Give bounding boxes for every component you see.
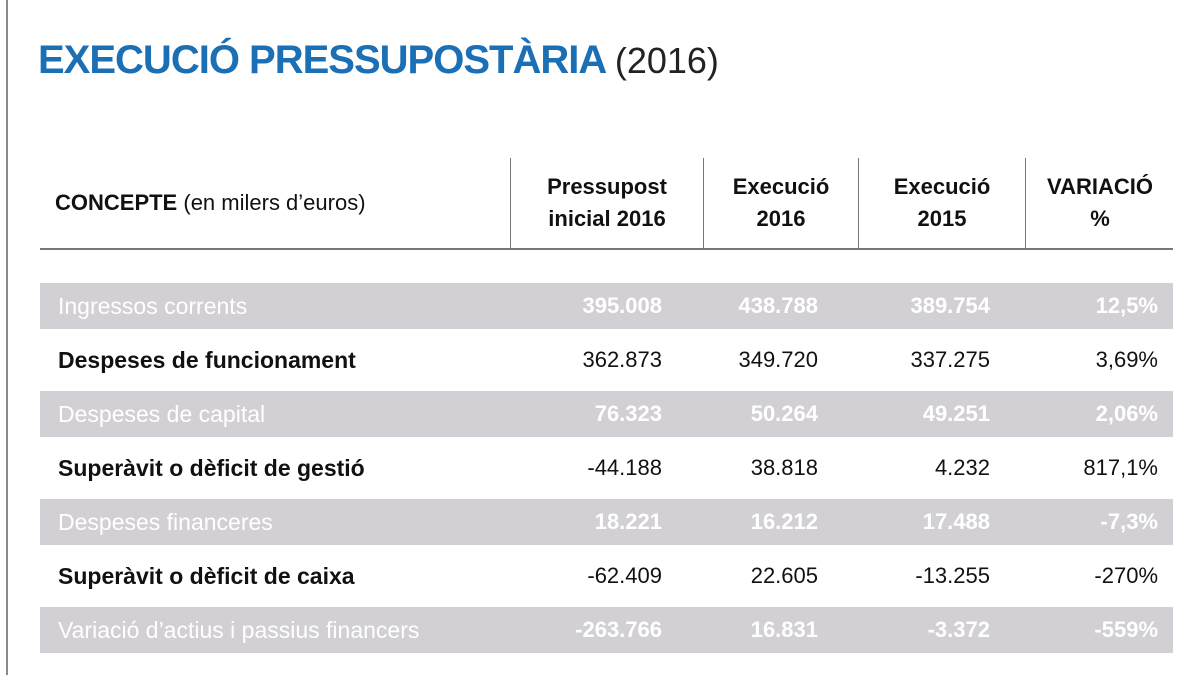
row-value: 50.264 <box>750 401 818 426</box>
row-value: 395.008 <box>582 293 662 318</box>
page-title: EXECUCIÓ PRESSUPOSTÀRIA (2016) <box>38 38 719 83</box>
header-line: 2016 <box>756 206 806 231</box>
row-label: Despeses financeres <box>58 509 273 535</box>
row-value: 2,06% <box>1095 401 1158 426</box>
row-value: 12,5% <box>1095 293 1158 318</box>
row-value: -13.255 <box>915 563 990 588</box>
row-label: Superàvit o dèficit de gestió <box>58 455 365 481</box>
title-year: (2016) <box>614 40 719 81</box>
row-value: 4.232 <box>934 455 990 480</box>
row-value: -62.409 <box>587 563 662 588</box>
row-value: -263.766 <box>575 617 662 642</box>
header-line: Execució <box>893 174 991 199</box>
header-rule <box>40 248 1173 250</box>
table-row: Despeses financeres 18.221 16.212 17.488 -7,… <box>40 499 1173 545</box>
row-label: Despeses de capital <box>58 401 266 427</box>
table-row: Superàvit o dèficit de caixa -62.409 22.60… <box>40 553 1173 599</box>
table-row: Ingressos corrents 395.008 438.788 389.754 1… <box>40 283 1173 329</box>
header-line: VARIACIÓ <box>1047 174 1153 199</box>
header-line: Execució <box>732 174 830 199</box>
header-concept-label: CONCEPTE <box>55 190 178 215</box>
column-divider <box>510 158 511 249</box>
row-value: 76.323 <box>594 401 662 426</box>
header-line: 2015 <box>917 206 967 231</box>
header-execucio-2016: Execució 2016 <box>704 158 858 248</box>
table-row: Superàvit o dèficit de gestió -44.188 38.8… <box>40 445 1173 491</box>
left-border <box>6 0 8 675</box>
row-value: 362.873 <box>582 347 662 372</box>
header-concept: CONCEPTE (en milers d’euros) <box>55 158 495 248</box>
title-main: EXECUCIÓ PRESSUPOSTÀRIA <box>38 38 606 82</box>
header-line: Pressupost <box>547 174 667 199</box>
row-value: -7,3% <box>1100 509 1158 534</box>
row-value: 389.754 <box>910 293 990 318</box>
row-value: 22.605 <box>750 563 818 588</box>
header-line: inicial 2016 <box>548 206 666 231</box>
row-value: 16.212 <box>750 509 818 534</box>
table-row: Despeses de funcionament 362.873 349.720 33… <box>40 337 1173 383</box>
row-value: 349.720 <box>738 347 818 372</box>
header-variacio: VARIACIÓ% <box>1026 158 1174 248</box>
row-value: 3,69% <box>1095 347 1158 372</box>
row-label: Superàvit o dèficit de caixa <box>58 563 355 589</box>
table-row: Despeses de capital 76.323 50.264 49.251 2,0… <box>40 391 1173 437</box>
row-value: 38.818 <box>750 455 818 480</box>
row-value: 438.788 <box>738 293 818 318</box>
row-label: Ingressos corrents <box>58 293 248 319</box>
row-label: Variació d’actius i passius financers <box>58 617 420 643</box>
header-pressupost: Pressupost inicial 2016 <box>511 158 703 248</box>
column-divider <box>703 158 704 249</box>
header-concept-unit: (en milers d’euros) <box>183 190 366 215</box>
table-row: Variació d’actius i passius financers -26… <box>40 607 1173 653</box>
row-value: -559% <box>1094 617 1158 642</box>
row-value: 337.275 <box>910 347 990 372</box>
row-label: Despeses de funcionament <box>58 347 356 373</box>
row-value: 817,1% <box>1083 455 1158 480</box>
column-divider <box>1025 158 1026 249</box>
row-value: -44.188 <box>587 455 662 480</box>
row-value: 16.831 <box>750 617 818 642</box>
row-value: -270% <box>1094 563 1158 588</box>
column-divider <box>858 158 859 249</box>
header-execucio-2015: Execució 2015 <box>859 158 1025 248</box>
row-value: -3.372 <box>927 617 990 642</box>
row-value: 49.251 <box>922 401 990 426</box>
row-value: 17.488 <box>922 509 990 534</box>
header-line: % <box>1090 206 1110 231</box>
row-value: 18.221 <box>594 509 662 534</box>
